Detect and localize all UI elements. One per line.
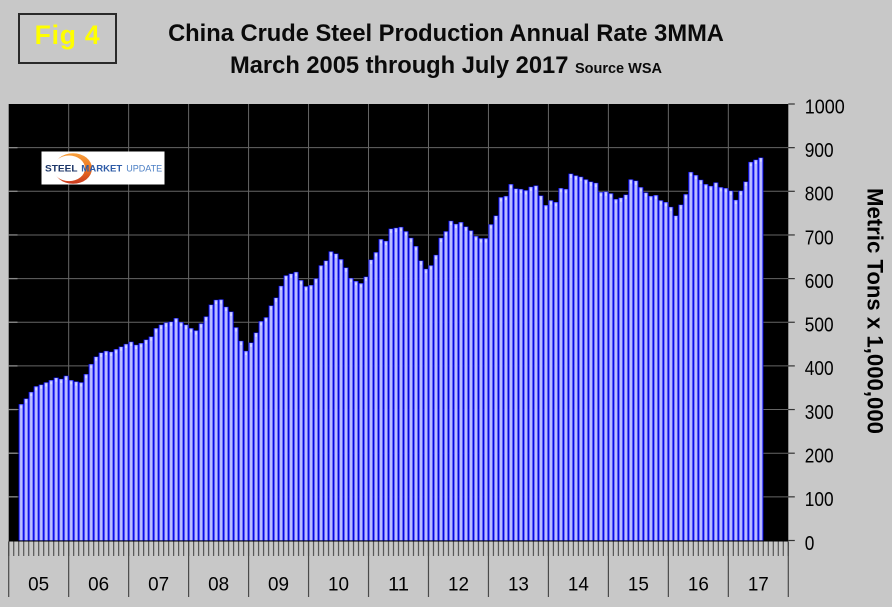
svg-text:08: 08 [208, 574, 229, 596]
svg-text:1000: 1000 [805, 95, 845, 118]
svg-text:14: 14 [568, 574, 589, 596]
svg-text:16: 16 [688, 574, 709, 596]
svg-text:10: 10 [328, 574, 349, 596]
svg-text:06: 06 [88, 574, 109, 596]
svg-text:12: 12 [448, 574, 469, 596]
svg-text:400: 400 [805, 357, 834, 380]
svg-text:13: 13 [508, 574, 529, 596]
svg-text:15: 15 [628, 574, 649, 596]
svg-text:500: 500 [805, 314, 834, 337]
svg-text:09: 09 [268, 574, 289, 596]
svg-text:MARKET: MARKET [81, 164, 122, 175]
svg-text:11: 11 [388, 574, 409, 596]
svg-text:800: 800 [805, 183, 834, 206]
svg-text:200: 200 [805, 445, 834, 468]
svg-text:07: 07 [148, 574, 169, 596]
svg-text:STEEL: STEEL [45, 164, 78, 175]
svg-text:17: 17 [748, 574, 769, 596]
svg-text:900: 900 [805, 139, 834, 162]
svg-text:300: 300 [805, 401, 834, 424]
svg-text:05: 05 [28, 574, 49, 596]
svg-text:UPDATE: UPDATE [126, 164, 162, 175]
svg-text:0: 0 [805, 532, 815, 555]
svg-text:100: 100 [805, 488, 834, 511]
svg-text:700: 700 [805, 226, 834, 249]
svg-text:Metric Tons x 1,000,000: Metric Tons x 1,000,000 [863, 188, 888, 434]
svg-text:600: 600 [805, 270, 834, 293]
